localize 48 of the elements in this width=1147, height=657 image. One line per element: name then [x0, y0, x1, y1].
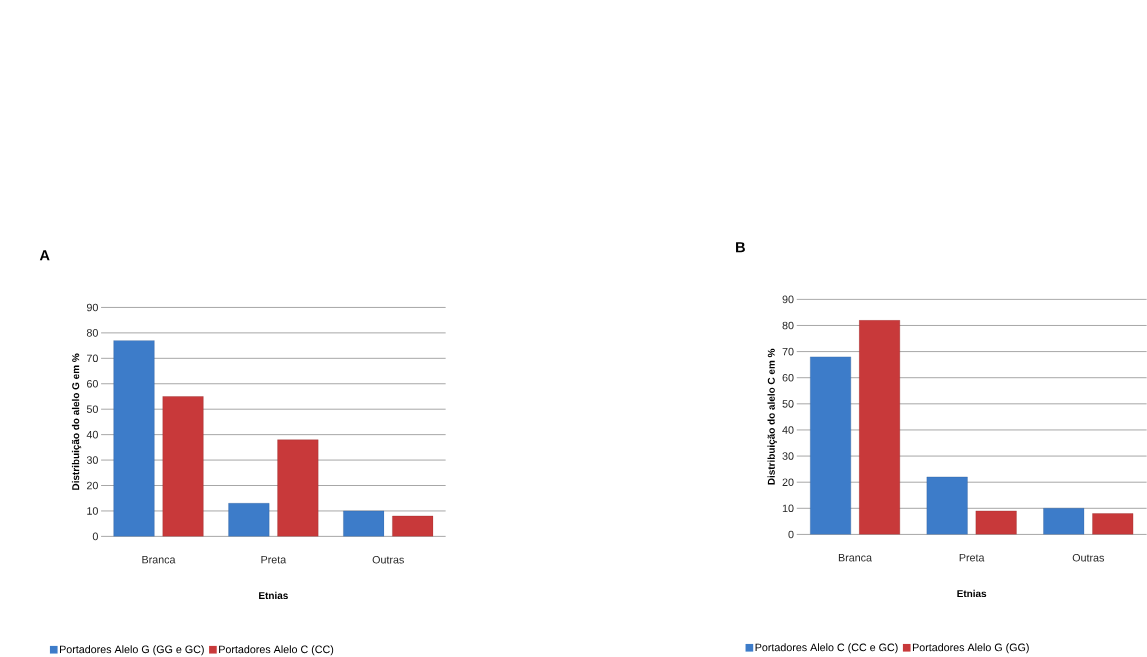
x-tick-label: Outras — [372, 555, 404, 564]
x-tick-label: Branca — [142, 555, 176, 564]
y-tick-label: 60 — [782, 373, 794, 382]
y-tick-label: 90 — [86, 303, 98, 312]
bar — [810, 356, 851, 535]
y-axis-title: Distribuição do alelo G em % — [71, 353, 82, 490]
y-tick-label: 20 — [782, 478, 794, 486]
y-tick-label: 50 — [782, 399, 794, 408]
bar — [113, 340, 155, 537]
bar — [926, 476, 968, 535]
x-tick-label: Preta — [261, 555, 287, 564]
bar — [859, 319, 900, 535]
x-axis-title: Etnias — [957, 589, 987, 597]
legend-label: Portadores Alelo G (GG) — [912, 643, 1029, 654]
y-tick-label: 10 — [87, 507, 98, 515]
legend-label: Portadores Alelo C (CC) — [219, 645, 334, 656]
y-tick-label: 30 — [782, 452, 794, 460]
y-tick-label: 80 — [86, 328, 98, 337]
y-tick-label: 70 — [782, 347, 794, 356]
bar — [1043, 508, 1085, 535]
bar — [277, 439, 319, 537]
bar — [162, 396, 204, 537]
y-tick-label: 50 — [86, 405, 98, 413]
y-tick-label: 40 — [86, 430, 98, 439]
y-tick-label: 70 — [87, 354, 98, 362]
bar — [343, 510, 385, 537]
legend-label: Portadores Alelo C (CC e GC) — [755, 643, 898, 654]
bar — [228, 503, 270, 537]
chart-title: A — [39, 250, 50, 261]
y-tick-label: 20 — [86, 481, 98, 490]
y-tick-label: 60 — [86, 379, 98, 388]
bar — [975, 510, 1017, 535]
chart-title: B — [736, 242, 745, 253]
x-tick-label: Preta — [959, 553, 985, 562]
x-tick-label: Outras — [1072, 553, 1104, 562]
y-tick-label: 0 — [788, 530, 794, 539]
x-axis-title: Etnias — [259, 591, 288, 599]
y-tick-label: 80 — [782, 321, 794, 330]
y-tick-label: 0 — [92, 532, 98, 541]
x-tick-label: Branca — [838, 553, 872, 562]
y-tick-label: 40 — [782, 426, 794, 434]
bar — [1092, 513, 1134, 535]
y-tick-label: 30 — [86, 456, 98, 464]
legend-label: Portadores Alelo G (GG e GC) — [59, 645, 204, 656]
bar — [392, 515, 434, 537]
y-axis-title: Distribuição do alelo C em % — [767, 348, 777, 485]
y-tick-label: 10 — [782, 504, 794, 512]
y-tick-label: 90 — [782, 295, 794, 304]
